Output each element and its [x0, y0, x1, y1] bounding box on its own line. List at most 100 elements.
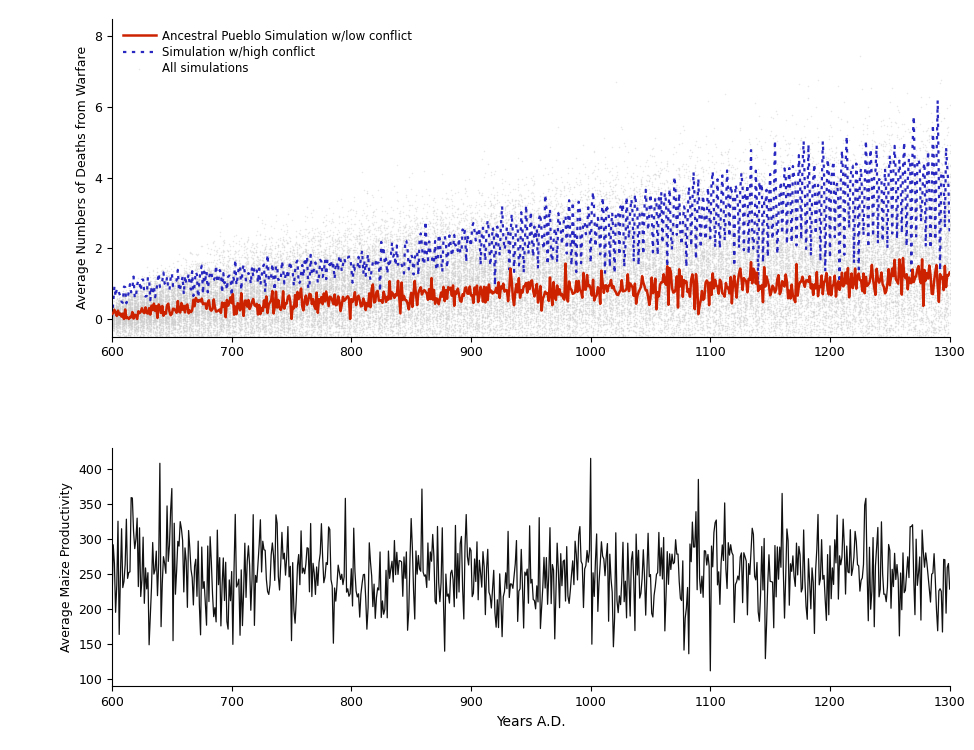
All simulations [466, 266, 481, 278]
All simulations [742, 298, 758, 310]
All simulations [784, 256, 800, 268]
All simulations [524, 307, 540, 319]
All simulations [916, 233, 931, 245]
All simulations [650, 263, 665, 275]
All simulations [937, 298, 953, 310]
All simulations [237, 301, 252, 313]
All simulations [618, 213, 634, 225]
All simulations [717, 232, 732, 244]
All simulations [483, 199, 499, 211]
All simulations [174, 270, 190, 282]
All simulations [281, 321, 296, 333]
All simulations [274, 298, 289, 310]
All simulations [124, 306, 139, 318]
All simulations [882, 271, 898, 283]
All simulations [746, 238, 762, 250]
All simulations [851, 284, 867, 296]
All simulations [747, 232, 763, 244]
All simulations [752, 280, 768, 292]
All simulations [470, 271, 486, 283]
All simulations [565, 278, 581, 290]
All simulations [680, 302, 695, 313]
All simulations [297, 292, 313, 304]
All simulations [272, 269, 287, 281]
All simulations [549, 283, 565, 295]
All simulations [675, 249, 691, 261]
All simulations [864, 266, 880, 278]
All simulations [291, 308, 307, 320]
All simulations [571, 228, 586, 240]
All simulations [340, 278, 356, 290]
All simulations [529, 267, 544, 279]
All simulations [590, 241, 606, 253]
All simulations [930, 342, 946, 354]
All simulations [282, 278, 298, 290]
All simulations [774, 311, 790, 323]
All simulations [438, 323, 454, 335]
All simulations [932, 273, 948, 285]
All simulations [865, 272, 880, 284]
All simulations [319, 312, 335, 324]
All simulations [702, 302, 718, 314]
All simulations [566, 286, 581, 298]
All simulations [339, 252, 355, 264]
All simulations [289, 271, 305, 283]
All simulations [828, 305, 843, 317]
All simulations [590, 268, 606, 280]
All simulations [656, 230, 671, 242]
All simulations [294, 311, 310, 323]
All simulations [392, 353, 407, 365]
All simulations [754, 280, 769, 292]
All simulations [490, 292, 506, 304]
All simulations [193, 316, 208, 328]
All simulations [543, 343, 558, 355]
All simulations [675, 241, 691, 253]
All simulations [684, 217, 699, 229]
All simulations [116, 318, 131, 330]
All simulations [806, 317, 822, 329]
All simulations [115, 304, 131, 316]
All simulations [867, 232, 882, 244]
All simulations [805, 177, 820, 189]
All simulations [126, 331, 141, 343]
All simulations [569, 284, 584, 296]
All simulations [541, 242, 556, 254]
All simulations [682, 226, 697, 238]
All simulations [323, 266, 339, 278]
All simulations [575, 370, 590, 382]
All simulations [907, 246, 922, 258]
All simulations [396, 291, 412, 303]
All simulations [689, 259, 704, 271]
All simulations [298, 261, 314, 273]
All simulations [778, 220, 794, 232]
All simulations [941, 157, 956, 169]
All simulations [914, 329, 929, 341]
All simulations [579, 272, 594, 284]
All simulations [304, 269, 319, 281]
All simulations [656, 352, 671, 364]
All simulations [815, 253, 831, 265]
All simulations [742, 256, 758, 268]
All simulations [539, 253, 554, 265]
All simulations [760, 228, 775, 240]
All simulations [580, 214, 595, 226]
All simulations [309, 345, 324, 357]
All simulations [179, 304, 195, 316]
All simulations [200, 322, 215, 334]
All simulations [126, 299, 141, 311]
All simulations [700, 255, 716, 267]
All simulations [299, 298, 315, 310]
All simulations [366, 292, 382, 304]
All simulations [532, 284, 547, 296]
All simulations [879, 355, 894, 367]
All simulations [221, 309, 237, 321]
All simulations [937, 261, 953, 273]
All simulations [231, 284, 246, 296]
All simulations [347, 308, 362, 320]
All simulations [734, 244, 750, 256]
All simulations [560, 292, 576, 304]
All simulations [738, 254, 754, 266]
All simulations [576, 226, 591, 238]
All simulations [836, 200, 851, 212]
All simulations [589, 249, 605, 261]
